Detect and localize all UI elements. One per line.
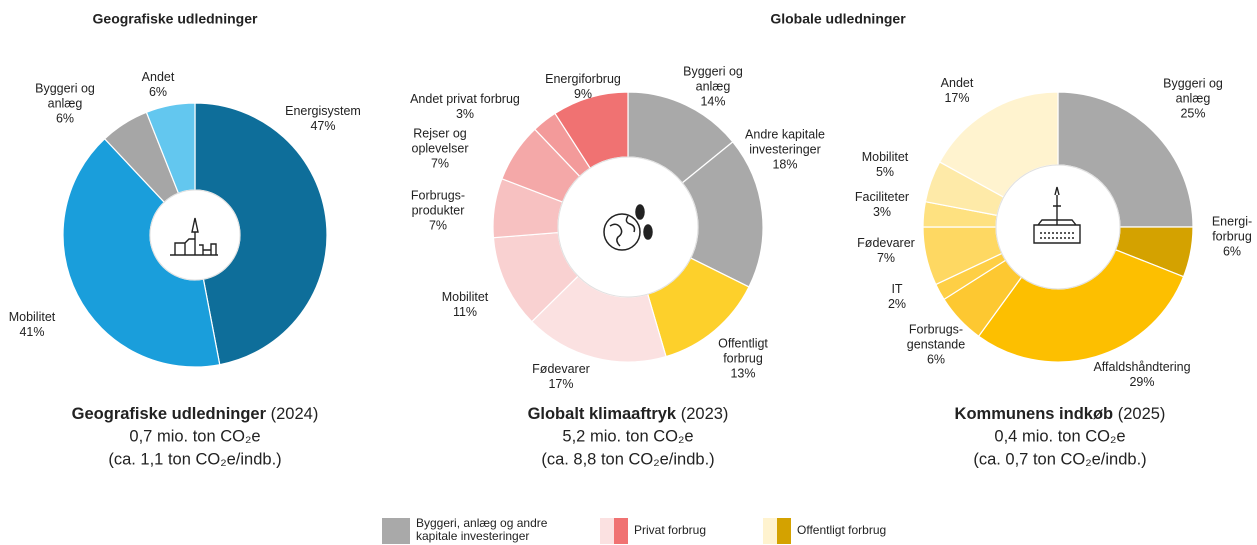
legend-swatch	[600, 518, 614, 544]
slice-label: Energiforbrug	[545, 72, 621, 86]
legend-swatch	[382, 518, 396, 544]
slices	[62, 91, 1194, 368]
caption-name: Geografiske udledninger	[72, 405, 267, 423]
slice-value-label: 6%	[927, 352, 945, 366]
caption-title: Geografiske udledninger (2024)	[72, 405, 319, 423]
slice-label: Andet	[142, 70, 175, 84]
caption-per-capita: (ca. 0,7 ton CO₂e/indb.)	[973, 450, 1146, 468]
legend-label: Privat forbrug	[634, 523, 706, 537]
slice-label: Byggeri og	[1163, 76, 1223, 90]
slice-label: Mobilitet	[862, 150, 909, 164]
legend-label: kapitale investeringer	[416, 529, 529, 543]
legend-swatches	[382, 518, 791, 544]
slice-value-label: 13%	[730, 366, 755, 380]
slice-label: genstande	[907, 337, 965, 351]
legend-label: Offentligt forbrug	[797, 523, 886, 537]
section-header: Geografiske udledninger	[93, 11, 258, 27]
slice-label: forbrug	[723, 351, 763, 365]
slice-label: Mobilitet	[9, 310, 56, 324]
slice-label: Rejser og	[413, 126, 467, 140]
slice-label: investeringer	[749, 142, 821, 156]
slice-label: Forbrugs-	[411, 188, 465, 202]
slice-label: Forbrugs-	[909, 322, 963, 336]
slice-value-label: 41%	[19, 325, 44, 339]
icon-globe	[603, 204, 653, 251]
caption-year: (2024)	[271, 405, 319, 423]
legend-swatch	[763, 518, 777, 544]
section-header: Globale udledninger	[770, 11, 906, 27]
slice-value-label: 7%	[877, 251, 895, 265]
caption-total: 5,2 mio. ton CO₂e	[562, 427, 693, 445]
caption-total: 0,7 mio. ton CO₂e	[129, 427, 260, 445]
icon-city	[170, 217, 218, 256]
slice-value-label: 29%	[1129, 375, 1154, 389]
caption-title: Globalt klimaaftryk (2023)	[528, 405, 729, 423]
legend-swatch	[777, 518, 791, 544]
donut-hole	[995, 164, 1121, 290]
donut-hole	[557, 156, 699, 298]
slice-value-label: 9%	[574, 87, 592, 101]
caption-title: Kommunens indkøb (2025)	[955, 405, 1166, 423]
legend-swatch	[614, 518, 628, 544]
legend-label: Byggeri, anlæg og andre	[416, 516, 548, 530]
slice-label: produkter	[412, 203, 465, 217]
caption-per-capita: (ca. 8,8 ton CO₂e/indb.)	[541, 450, 714, 468]
slice-label: forbrug	[1212, 229, 1252, 243]
holes	[149, 156, 1121, 298]
slice-value-label: 11%	[453, 305, 477, 319]
slice-label: Byggeri og	[35, 81, 95, 95]
slice-value-label: 17%	[548, 377, 573, 391]
slice-label: Mobilitet	[442, 290, 489, 304]
slice-label: Energi-	[1212, 214, 1252, 228]
slice-label: Fødevarer	[532, 362, 590, 376]
slice-value-label: 3%	[873, 205, 891, 219]
slice-label: Andet	[941, 76, 974, 90]
slice-value-label: 6%	[149, 85, 167, 99]
slice-label: Energisystem	[285, 104, 361, 118]
slice-value-label: 3%	[456, 107, 474, 121]
caption-year: (2025)	[1118, 405, 1166, 423]
slice-value-label: 25%	[1180, 106, 1205, 120]
slice-label: anlæg	[48, 96, 83, 110]
caption-name: Globalt klimaaftryk	[528, 405, 677, 423]
slice-label: Offentligt	[718, 336, 768, 350]
slice-value-label: 6%	[56, 111, 74, 125]
icon-townhall	[1033, 186, 1081, 244]
slice-label: Byggeri og	[683, 64, 743, 78]
slice-value-label: 17%	[944, 91, 969, 105]
slice-value-label: 18%	[772, 157, 797, 171]
slice-label: Faciliteter	[855, 190, 909, 204]
slice-value-label: 14%	[700, 94, 725, 108]
slice-value-label: 2%	[888, 297, 906, 311]
slice-label: Fødevarer	[857, 236, 915, 250]
slice-label: anlæg	[696, 79, 731, 93]
slice-value-label: 6%	[1223, 244, 1241, 258]
slice-value-label: 47%	[310, 119, 335, 133]
caption-name: Kommunens indkøb	[955, 405, 1114, 423]
slice-label: oplevelser	[412, 141, 469, 155]
caption-total: 0,4 mio. ton CO₂e	[994, 427, 1125, 445]
caption-per-capita: (ca. 1,1 ton CO₂e/indb.)	[108, 450, 281, 468]
slice-label: anlæg	[1176, 91, 1211, 105]
slice-value-label: 5%	[876, 165, 894, 179]
slice-label: Affaldshåndtering	[1093, 360, 1190, 374]
legend-swatch	[396, 518, 410, 544]
slice-label: IT	[891, 282, 902, 296]
slice-label: Andre kapitale	[745, 127, 825, 141]
slice-label: Andet privat forbrug	[410, 92, 520, 106]
caption-year: (2023)	[681, 405, 729, 423]
slice-value-label: 7%	[431, 156, 449, 170]
slice-value-label: 7%	[429, 218, 447, 232]
